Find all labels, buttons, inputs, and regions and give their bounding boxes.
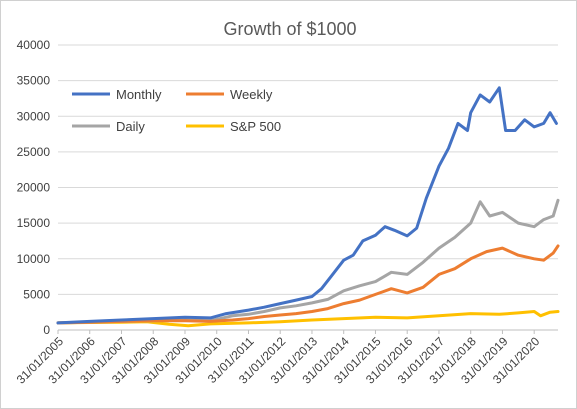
chart-title: Growth of $1000 <box>223 19 356 39</box>
y-tick-label: 40000 <box>17 38 51 52</box>
y-tick-label: 15000 <box>17 216 51 230</box>
y-tick-label: 35000 <box>17 74 51 88</box>
y-axis-ticks: 0 5000 10000 15000 20000 25000 30000 35000 40000 <box>17 38 51 337</box>
y-tick-label: 25000 <box>17 145 51 159</box>
legend: Monthly Weekly Daily S&P 500 <box>72 87 281 134</box>
legend-label: S&P 500 <box>230 119 281 134</box>
legend-label: Daily <box>116 119 145 134</box>
y-tick-label: 30000 <box>17 109 51 123</box>
series-lines <box>56 86 560 328</box>
y-tick-label: 10000 <box>17 252 51 266</box>
series-line-monthly <box>56 86 558 325</box>
gridlines <box>58 44 558 331</box>
legend-label: Weekly <box>230 87 273 102</box>
y-tick-label: 20000 <box>17 181 51 195</box>
series-line-s-p-500 <box>56 310 560 328</box>
legend-label: Monthly <box>116 87 162 102</box>
y-tick-label: 5000 <box>23 287 50 301</box>
series-line-weekly <box>56 244 560 325</box>
y-tick-label: 0 <box>43 323 50 337</box>
x-axis-ticks: 31/01/200531/01/200631/01/200731/01/2008… <box>14 330 543 387</box>
series-line-daily <box>56 198 560 325</box>
